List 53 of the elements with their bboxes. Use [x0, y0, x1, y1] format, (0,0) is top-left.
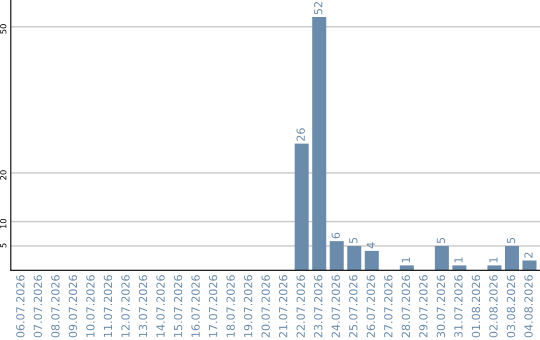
data-label: 5: [506, 238, 516, 244]
x-tick-label: 16.07.2026: [191, 275, 200, 337]
data-label: 1: [489, 257, 498, 262]
x-tick-label: 10.07.2026: [86, 275, 95, 337]
x-tick-label: 11.07.2026: [104, 275, 112, 337]
bar: [434, 246, 449, 270]
x-tick-label: 21.07.2026: [278, 275, 288, 338]
x-tick-label: 24.07.2026: [332, 275, 340, 338]
x-tick-label: 20.07.2026: [261, 275, 270, 338]
x-tick-label: 19.07.2026: [244, 275, 252, 337]
x-tick-label: 23.07.2026: [314, 275, 322, 338]
x-tick-label: 06.07.2026: [16, 275, 25, 338]
data-label: 1: [402, 257, 410, 262]
bar: [330, 241, 344, 270]
x-tick-label: 29.07.2026: [419, 275, 428, 338]
x-tick-label: 04.08.2026: [524, 275, 533, 338]
x-tick-label: 25.07.2026: [349, 275, 358, 338]
x-tick-label: 03.08.2026: [506, 275, 516, 338]
x-tick-label: 09.07.2026: [68, 275, 78, 338]
bar: [364, 250, 379, 270]
y-tick-label: 20: [0, 170, 6, 180]
data-label: 26: [296, 128, 305, 141]
bar: [522, 260, 536, 270]
data-label: 5: [436, 238, 446, 244]
data-label: 4: [366, 242, 375, 248]
x-tick-label: 22.07.2026: [296, 275, 305, 338]
y-tick-label: 5: [0, 244, 6, 248]
x-tick-label: 01.08.2026: [472, 275, 480, 338]
x-tick-label: 13.07.2026: [138, 275, 148, 337]
x-tick-label: 07.07.2026: [34, 275, 42, 338]
x-tick-label: 02.08.2026: [489, 275, 498, 338]
x-tick-label: 27.07.2026: [384, 275, 393, 338]
bar: [312, 17, 326, 270]
data-label: 6: [332, 232, 340, 238]
data-label: 52: [314, 2, 322, 14]
x-tick-label: 18.07.2026: [226, 275, 235, 337]
bar: [294, 144, 309, 270]
x-tick-label: 15.07.2026: [174, 275, 182, 337]
x-tick-label: 14.07.2026: [156, 275, 165, 337]
x-tick-label: 28.07.2026: [402, 275, 410, 338]
x-tick-label: 12.07.2026: [121, 275, 130, 337]
data-label: 2: [524, 252, 533, 258]
data-label: 1: [454, 257, 462, 262]
x-tick-label: 17.07.2026: [208, 275, 218, 337]
bar: [504, 246, 519, 270]
x-tick-label: 30.07.2026: [436, 275, 446, 338]
x-tick-label: 08.07.2026: [51, 275, 60, 338]
y-tick-label: 10: [0, 218, 6, 228]
y-tick-label: 50: [0, 24, 6, 34]
bar: [347, 246, 362, 270]
x-tick-label: 26.07.2026: [366, 275, 375, 338]
x-tick-label: 31.07.2026: [454, 275, 463, 338]
data-label: 5: [349, 238, 358, 244]
